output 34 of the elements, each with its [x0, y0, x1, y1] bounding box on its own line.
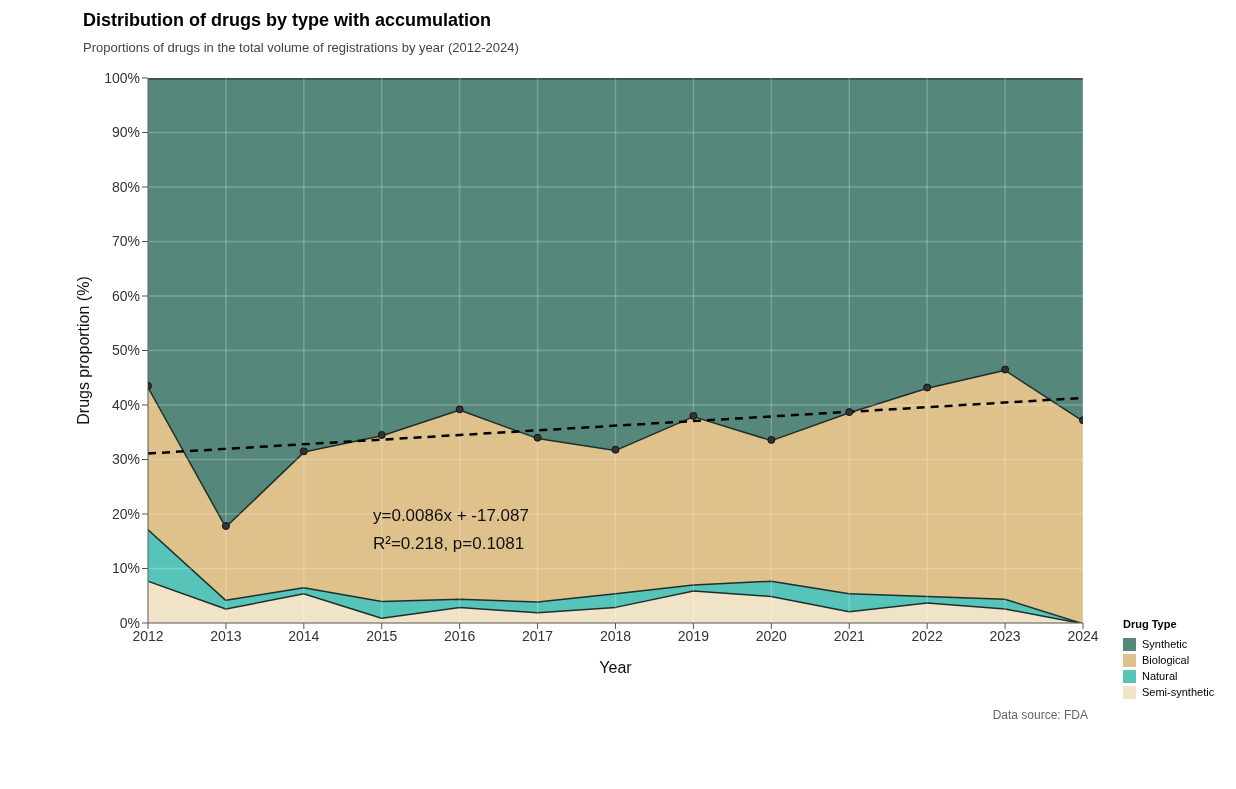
y-tick-label: 80%: [111, 178, 140, 195]
legend-label: Natural: [1142, 670, 1178, 682]
legend-title: Drug Type: [1123, 618, 1178, 630]
y-tick-label: 40%: [111, 396, 140, 413]
legend-label: Synthetic: [1142, 638, 1188, 650]
y-tick-label: 10%: [111, 560, 140, 577]
x-tick-label: 2021: [833, 627, 866, 644]
y-tick-label: 20%: [111, 505, 140, 522]
x-tick-label: 2013: [210, 627, 242, 644]
y-tick-label: 50%: [111, 342, 140, 359]
annotation: y=0.0086x + -17.087: [373, 506, 529, 527]
source-note: Data source: FDA: [992, 708, 1088, 722]
legend-label: Semi-synthetic: [1142, 686, 1215, 698]
x-tick-label: 2019: [677, 627, 710, 644]
y-tick-label: 60%: [111, 287, 140, 304]
chart-title: Distribution of drugs by type with accumulation: [83, 10, 492, 31]
x-tick-label: 2016: [444, 627, 476, 644]
y-axis-title: Drugs proportion (%): [74, 276, 92, 425]
y-tick-label: 30%: [111, 451, 140, 468]
annotation: R²=0.218, p=0.1081: [373, 534, 525, 555]
x-axis-title: Year: [599, 659, 633, 676]
y-tick-label: 90%: [111, 124, 140, 141]
x-tick-label: 2023: [989, 627, 1021, 644]
x-tick-label: 2024: [1067, 627, 1099, 644]
chart-subtitle: Proportions of drugs in the total volume of registrations by year (2012-2024): [83, 40, 519, 55]
y-tick-label: 100%: [104, 69, 140, 86]
y-tick-label: 70%: [111, 233, 140, 250]
x-tick-label: 2015: [366, 627, 398, 644]
x-tick-label: 2018: [599, 627, 632, 644]
x-tick-label: 2020: [755, 627, 788, 644]
x-tick-label: 2017: [522, 627, 554, 644]
x-tick-label: 2014: [288, 627, 320, 644]
legend-label: Biological: [1142, 654, 1190, 666]
x-tick-label: 2022: [911, 627, 943, 644]
